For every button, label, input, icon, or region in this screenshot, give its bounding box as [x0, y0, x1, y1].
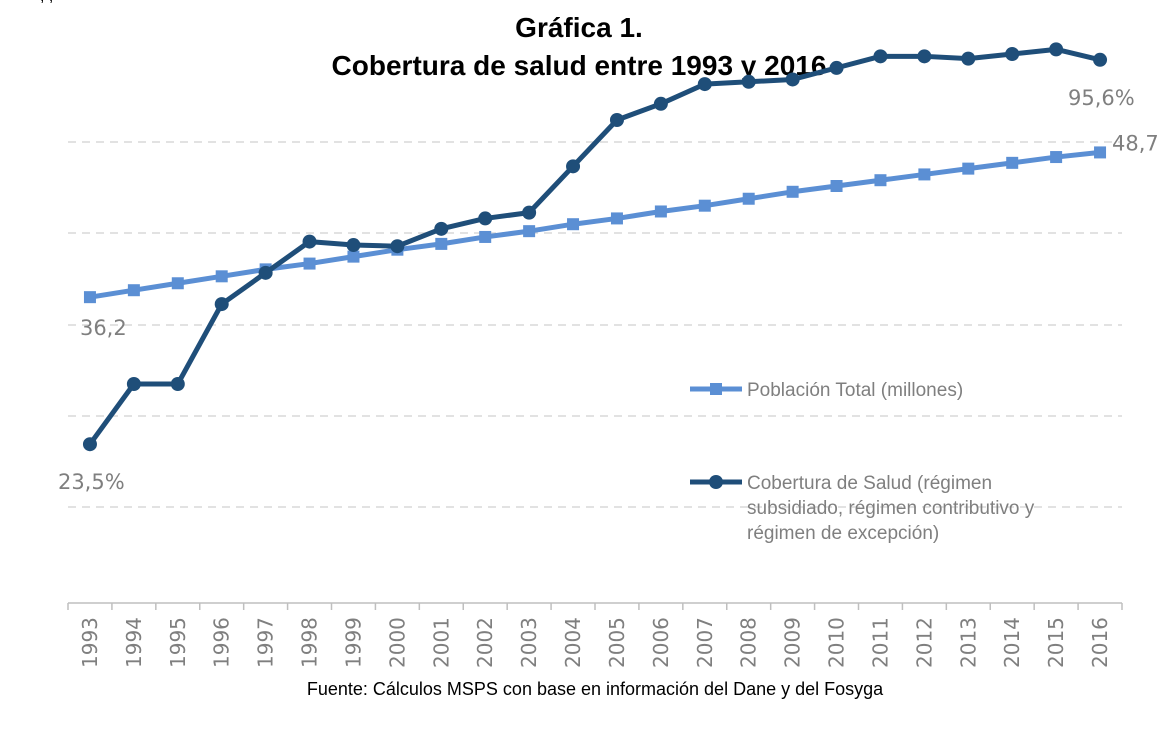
- data-point-series-1: [917, 49, 932, 64]
- data-label-coverage-end: 95,6%: [1068, 86, 1135, 110]
- x-tick-label: 2016: [1088, 617, 1112, 668]
- x-tick-label: 2003: [517, 617, 541, 668]
- data-point-series-1: [258, 265, 273, 280]
- data-point-series-0: [698, 199, 711, 212]
- legend-label-0: Población Total (millones): [747, 380, 963, 401]
- x-tick-label: 2002: [473, 617, 497, 668]
- data-label-population-start: 36,2: [80, 316, 127, 340]
- data-point-series-0: [654, 205, 667, 218]
- data-point-series-0: [435, 237, 448, 250]
- data-label-population-end: 48,7: [1112, 131, 1158, 155]
- series-line-0: [89, 149, 1101, 300]
- x-tick-label: 2009: [781, 617, 805, 668]
- legend-swatch-marker-1: [709, 475, 723, 489]
- x-tick-label: 2011: [868, 617, 892, 668]
- chart-title-line2: Cobertura de salud entre 1993 y 2016: [331, 50, 827, 81]
- data-point-series-0: [83, 291, 96, 304]
- data-point-series-1: [346, 238, 361, 253]
- data-point-series-1: [609, 113, 624, 127]
- x-tick-label: 1994: [122, 617, 146, 668]
- series-line-1: [87, 46, 1101, 446]
- legend-label-1: subsidiado, régimen contributivo y: [747, 498, 1035, 519]
- data-point-series-1: [390, 239, 405, 254]
- data-point-series-1: [566, 159, 581, 174]
- chart-title-line1: Gráfica 1.: [515, 12, 643, 43]
- data-point-series-1: [522, 205, 537, 220]
- data-point-series-0: [1094, 146, 1107, 159]
- data-point-series-0: [874, 174, 887, 187]
- data-point-series-0: [567, 218, 580, 231]
- data-point-series-1: [873, 49, 888, 64]
- data-point-series-0: [786, 185, 799, 198]
- data-point-series-1: [961, 51, 976, 66]
- legend-label-1: Cobertura de Salud (régimen: [747, 473, 992, 494]
- data-point-series-1: [302, 234, 317, 249]
- x-tick-label: 1997: [254, 617, 278, 668]
- data-point-series-0: [1006, 156, 1019, 169]
- data-point-series-0: [918, 168, 931, 181]
- data-point-series-0: [830, 180, 843, 192]
- x-tick-label: 2007: [693, 617, 717, 668]
- x-tick-label: 2014: [1000, 617, 1024, 668]
- data-point-series-0: [215, 270, 228, 283]
- legend-swatch-marker-0: [710, 383, 722, 395]
- data-point-series-1: [214, 297, 229, 312]
- x-tick-label: 2001: [429, 617, 453, 668]
- clipped-header-text: , ,: [40, 0, 53, 6]
- data-point-series-0: [347, 250, 360, 263]
- data-point-series-0: [479, 230, 492, 243]
- data-point-series-0: [523, 225, 536, 238]
- data-point-series-0: [742, 192, 755, 205]
- data-point-series-1: [785, 72, 800, 87]
- x-tick-label: 1998: [298, 617, 322, 668]
- x-tick-label: 1995: [166, 617, 190, 668]
- chart-source-note: Fuente: Cálculos MSPS con base en inform…: [306, 679, 884, 699]
- data-point-series-0: [610, 212, 623, 225]
- data-point-series-1: [653, 96, 668, 111]
- x-tick-label: 1999: [341, 617, 365, 668]
- data-point-series-1: [741, 74, 756, 89]
- x-tick-label: 2004: [561, 617, 585, 668]
- x-tick-label: 2008: [737, 617, 761, 668]
- data-point-series-1: [697, 77, 712, 92]
- x-tick-label: 2015: [1044, 617, 1068, 668]
- x-tick-label: 2006: [649, 617, 673, 668]
- data-point-series-1: [1005, 47, 1020, 61]
- x-tick-label: 1996: [210, 617, 234, 668]
- x-tick-label: 2000: [385, 617, 409, 668]
- data-point-series-1: [1093, 52, 1108, 67]
- data-point-series-1: [126, 377, 141, 391]
- data-point-series-1: [434, 221, 449, 236]
- legend-label-1: régimen de excepción): [747, 523, 939, 544]
- data-point-series-1: [82, 437, 97, 452]
- x-tick-label: 2005: [605, 617, 629, 668]
- data-point-series-0: [127, 284, 140, 297]
- data-point-series-1: [478, 211, 493, 226]
- data-point-series-1: [1049, 42, 1064, 57]
- data-point-series-1: [829, 60, 844, 75]
- x-tick-label: 2012: [912, 617, 936, 668]
- x-tick-label: 1993: [78, 617, 102, 668]
- data-point-series-1: [170, 377, 185, 391]
- x-tick-label: 2013: [956, 617, 980, 668]
- data-point-series-0: [962, 162, 975, 175]
- data-point-series-0: [303, 257, 316, 270]
- data-point-series-0: [1050, 151, 1063, 164]
- x-tick-label: 2010: [825, 617, 849, 668]
- data-point-series-0: [171, 277, 184, 290]
- data-label-coverage-start: 23,5%: [58, 470, 125, 494]
